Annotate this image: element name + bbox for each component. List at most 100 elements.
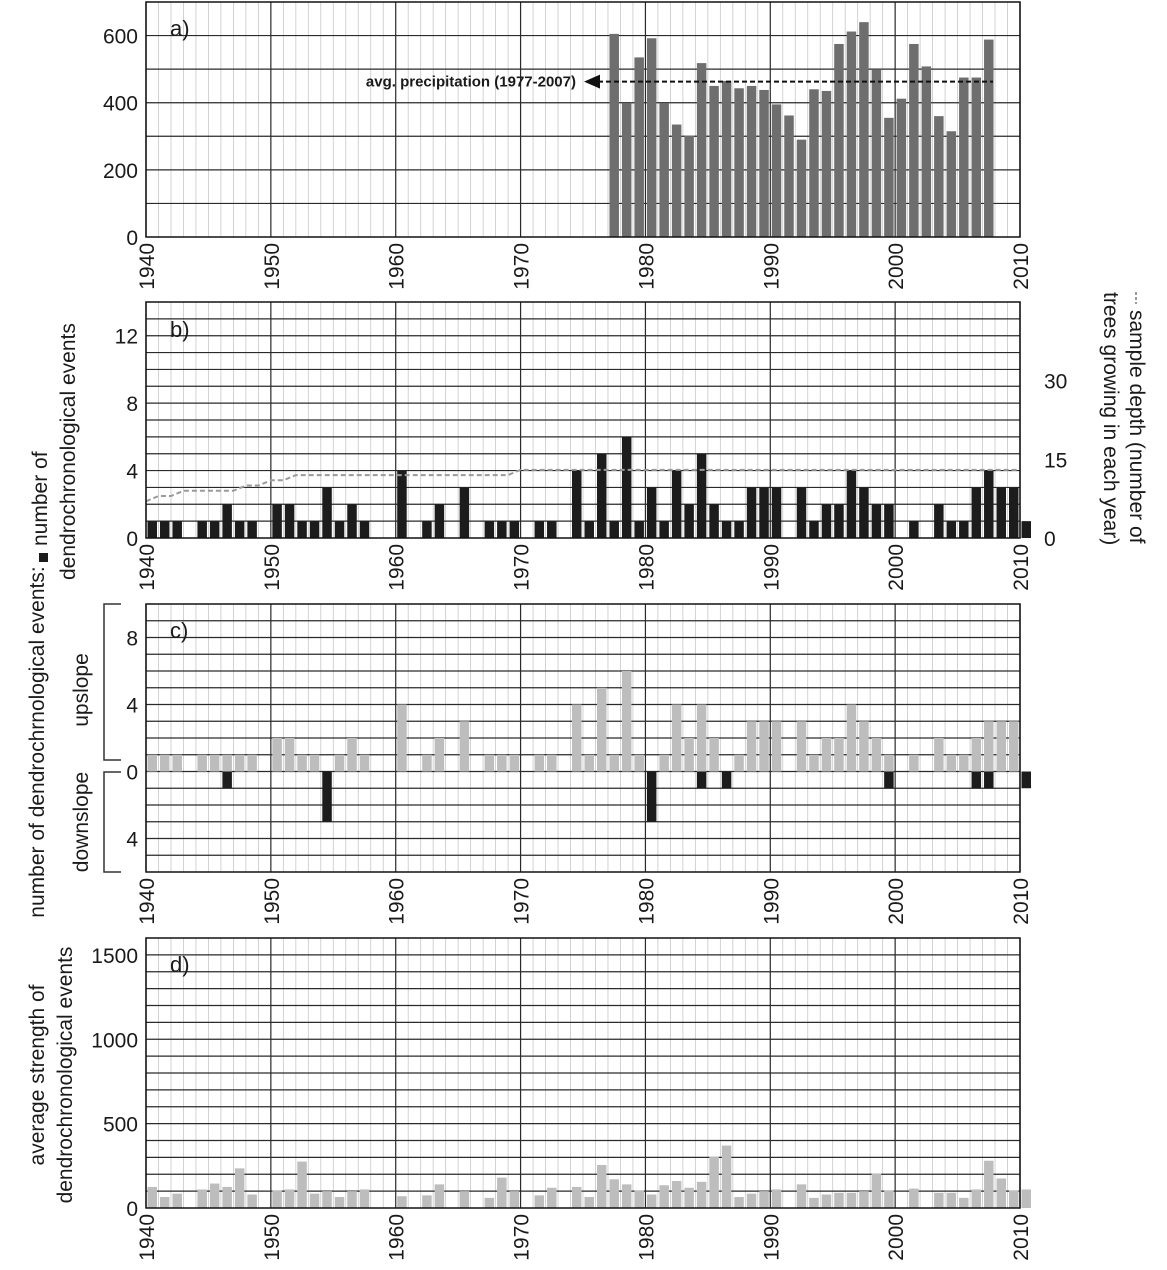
events-bar: [759, 487, 769, 538]
y-tick-label: 0: [126, 227, 138, 250]
events-bar: [871, 504, 882, 538]
upslope-bar: [934, 738, 944, 772]
panel-d-ylabel-line1: average strength of: [26, 984, 49, 1165]
avg-precipitation-label: avg. precipitation (1977-2007): [366, 74, 576, 91]
events-bar: [234, 521, 245, 538]
y-tick-label: 4: [126, 695, 138, 718]
upslope-bar: [359, 754, 370, 772]
upslope-bar: [846, 704, 857, 772]
panel-b-label: b): [170, 317, 190, 342]
x-tick-label: 1960: [386, 878, 409, 925]
strength-bar: [671, 1181, 682, 1208]
x-tick-label: 1950: [261, 1214, 284, 1261]
events-bar: [959, 521, 969, 538]
strength-bar: [297, 1161, 307, 1208]
x-tick-label: 1990: [760, 878, 783, 925]
strength-bar: [197, 1189, 207, 1208]
upslope-bar: [971, 738, 982, 772]
events-bar: [971, 487, 982, 538]
upslope-bar: [659, 754, 669, 772]
events-bar: [809, 521, 819, 538]
upslope-bar: [821, 738, 832, 772]
precip-bar: [784, 115, 794, 237]
panel-a-yticks: 0 200 400 600: [103, 26, 138, 250]
upslope-bar: [759, 721, 769, 772]
events-bar: [859, 487, 869, 538]
precip-bar: [709, 85, 719, 237]
x-tick-label: 1940: [136, 544, 159, 591]
events-bar: [659, 521, 669, 538]
strength-bar: [609, 1179, 619, 1208]
x-tick-label: 1980: [635, 243, 658, 290]
precip-bar: [859, 22, 869, 238]
precip-bar: [609, 33, 619, 238]
strength-bar: [534, 1195, 545, 1208]
panel-d-bars: [147, 1145, 1031, 1208]
precip-bar: [746, 85, 757, 237]
downslope-bar: [884, 771, 894, 789]
upslope-label: upslope: [70, 653, 93, 727]
events-bar: [984, 470, 994, 538]
precip-bar: [696, 63, 707, 237]
strength-bar: [909, 1188, 919, 1208]
strength-bar: [834, 1192, 844, 1208]
strength-bar: [884, 1190, 894, 1208]
y-tick-label: 0: [1044, 528, 1056, 551]
strength-bar: [159, 1197, 170, 1208]
panel-c-bars: [147, 671, 1031, 822]
avg-precipitation-arrowhead: [584, 74, 600, 89]
panel-a-avg-arrow: avg. precipitation (1977-2007): [366, 74, 994, 91]
upslope-bar: [309, 754, 320, 772]
strength-bar: [621, 1184, 632, 1208]
events-bar: [359, 521, 370, 538]
downslope-bar: [696, 771, 707, 789]
upslope-bar: [397, 704, 407, 772]
x-tick-label: 1970: [511, 243, 534, 290]
precip-bar: [809, 89, 819, 238]
upslope-bar: [959, 754, 969, 772]
precip-bar: [621, 103, 632, 237]
events-bar: [946, 521, 957, 538]
events-bar: [834, 504, 844, 538]
panel-a-grid: [145, 2, 1021, 237]
x-tick-label: 2010: [1010, 243, 1033, 290]
upslope-bar: [871, 738, 882, 772]
panel-b-ylabel: number of dendrochronological events: [29, 323, 80, 580]
strength-bar: [222, 1186, 232, 1208]
strength-bar: [334, 1197, 345, 1208]
upslope-bar: [771, 721, 782, 772]
y-tick-label: 0: [126, 762, 138, 785]
panel-a-label: a): [170, 16, 190, 41]
precip-bar: [659, 103, 669, 237]
events-bar: [272, 504, 282, 538]
events-bar: [397, 470, 407, 538]
events-bar: [746, 487, 757, 538]
y-tick-label: 12: [115, 326, 138, 349]
events-bar: [172, 521, 182, 538]
upslope-bar: [909, 754, 919, 772]
strength-bar: [572, 1186, 582, 1208]
upslope-bar: [859, 721, 869, 772]
events-bar: [671, 470, 682, 538]
upslope-bar: [584, 754, 594, 772]
sample-depth-legend-label: sample depth (number oftrees growing in …: [1099, 292, 1148, 545]
panel-d-label: d): [170, 952, 190, 977]
events-bar: [334, 521, 345, 538]
panel-d-ylabel: average strength of dendrochronological …: [26, 947, 77, 1204]
strength-bar: [809, 1197, 819, 1208]
panel-b-y2ticks: 0 15 30: [1044, 371, 1067, 551]
events-bar: [422, 521, 432, 538]
upslope-bar: [347, 738, 357, 772]
precip-bar: [959, 77, 969, 238]
strength-bar: [646, 1194, 657, 1208]
strength-bar: [234, 1168, 245, 1208]
upslope-bar: [884, 754, 894, 772]
precip-bar: [684, 135, 694, 237]
precip-bar: [909, 43, 919, 237]
events-bar: [996, 487, 1007, 538]
strength-bar: [959, 1197, 969, 1208]
panel-b-xticks: 1940 1950 1960 1970 1980 1990 2000 2010: [136, 544, 1033, 591]
upslope-bar: [709, 738, 719, 772]
events-bar: [484, 521, 495, 538]
strength-bar: [209, 1183, 220, 1208]
